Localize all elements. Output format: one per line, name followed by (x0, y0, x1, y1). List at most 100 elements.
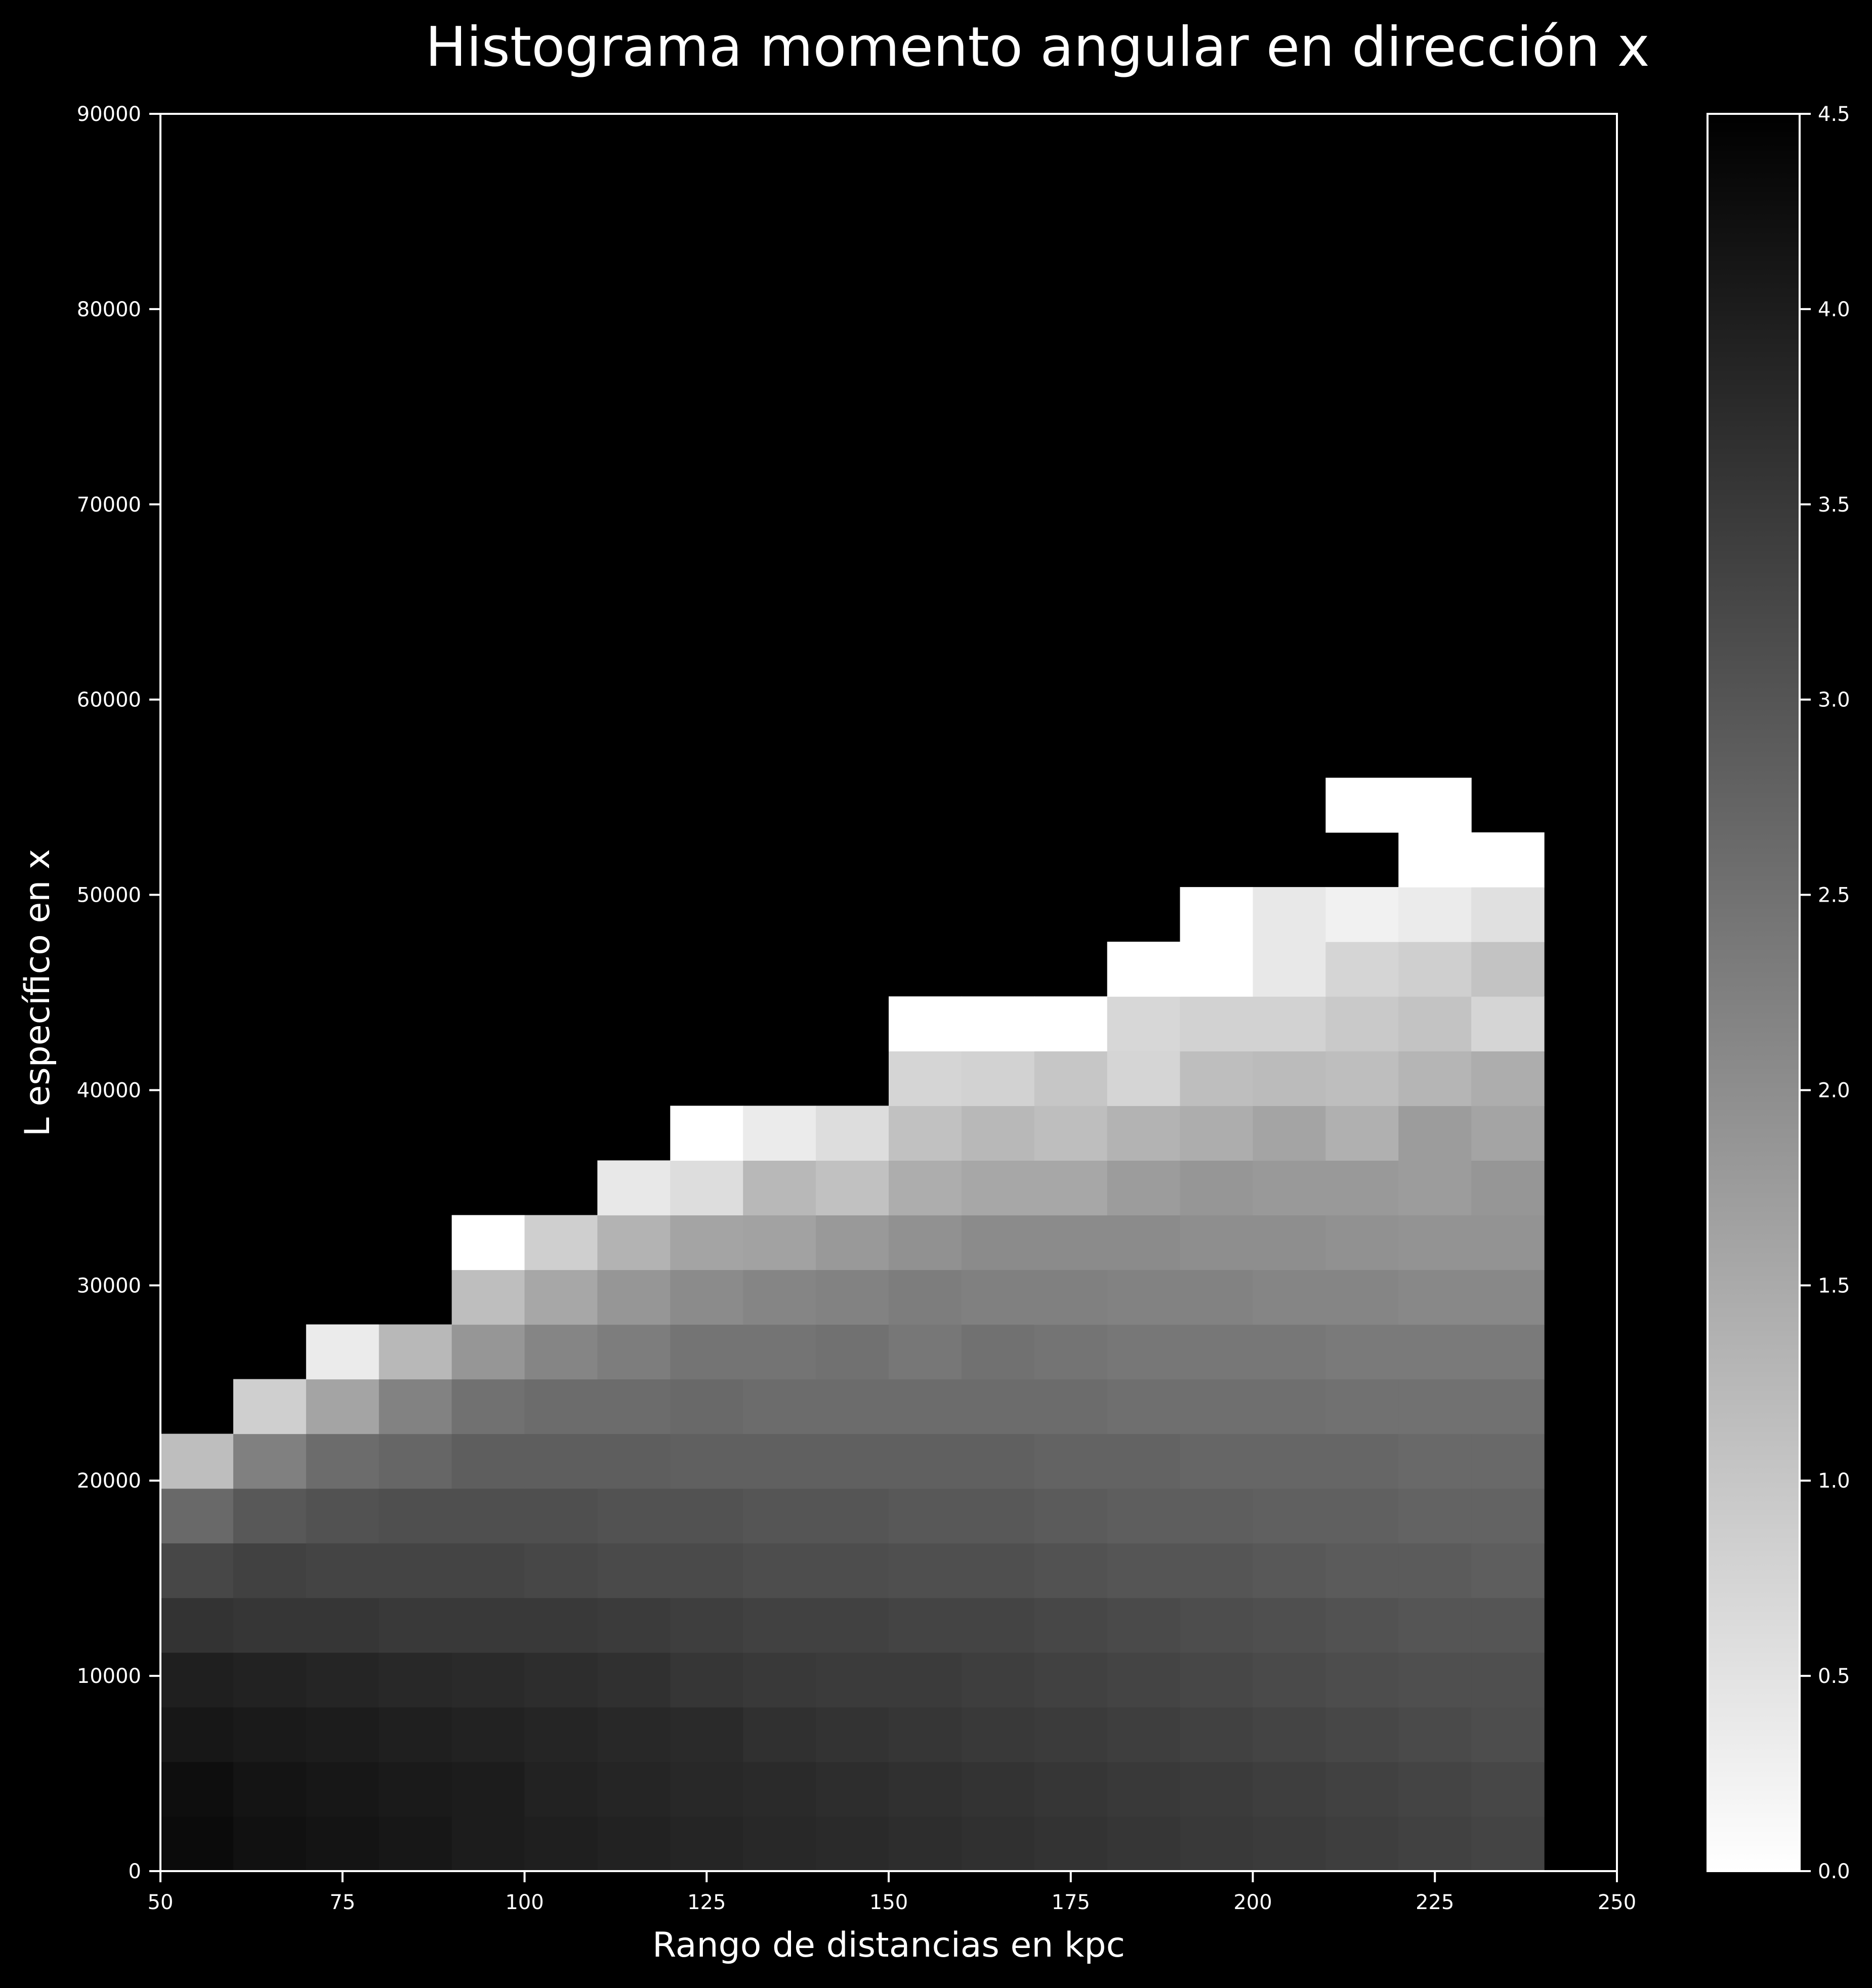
heatmap-cell (816, 1816, 889, 1872)
x-axis-ticks: 50 75 100 125 150 175 200 225 250 (148, 1871, 1636, 1914)
heatmap-cell (816, 1488, 889, 1544)
heatmap-cell (1107, 1597, 1181, 1653)
heatmap-cell (670, 1761, 743, 1817)
heatmap-cell (1180, 1433, 1254, 1489)
y-tick-label: 70000 (77, 493, 141, 517)
heatmap-cell (597, 1488, 671, 1544)
heatmap-cell (961, 1324, 1035, 1380)
heatmap-cell (1398, 1324, 1472, 1380)
heatmap-cell (1034, 1215, 1108, 1271)
heatmap-cell (670, 1488, 743, 1544)
heatmap-cell (816, 1324, 889, 1380)
heatmap-cell (889, 1215, 962, 1271)
y-tick-label: 0 (129, 1860, 141, 1883)
heatmap-cell (1325, 1324, 1399, 1380)
heatmap-cell (1107, 1324, 1181, 1380)
heatmap-cell (1034, 1816, 1108, 1872)
heatmap-cell (1325, 1597, 1399, 1653)
y-tick-label: 60000 (77, 689, 141, 712)
heatmap-cell (889, 1433, 962, 1489)
heatmap-cell (1471, 1543, 1545, 1598)
heatmap-cell (451, 1488, 525, 1544)
heatmap-cell (306, 1761, 380, 1817)
y-tick-label: 20000 (77, 1469, 141, 1493)
heatmap-cell (1253, 1597, 1326, 1653)
heatmap-cell (524, 1543, 598, 1598)
heatmap-cell (961, 1051, 1035, 1106)
heatmap-cell (1253, 1324, 1326, 1380)
heatmap-cell (1253, 1707, 1326, 1762)
colorbar-frame (1707, 113, 1801, 1872)
heatmap-cell (1398, 1597, 1472, 1653)
heatmap-cell (306, 1543, 380, 1598)
heatmap-cell (1107, 1215, 1181, 1271)
heatmap-cell (1034, 996, 1108, 1051)
heatmap-cell (1398, 996, 1472, 1051)
heatmap-cell (379, 1597, 452, 1653)
heatmap-cell (889, 1652, 962, 1708)
heatmap-cell (379, 1543, 452, 1598)
heatmap-cell (670, 1160, 743, 1216)
heatmap-cell (597, 1597, 671, 1653)
heatmap-cell (597, 1433, 671, 1489)
heatmap-cell (1325, 996, 1399, 1051)
heatmap-cell (1180, 1379, 1254, 1434)
heatmap-cell (160, 1433, 234, 1489)
heatmap-cell (597, 1215, 671, 1271)
heatmap-cell (1180, 1270, 1254, 1325)
heatmap-cell (743, 1707, 816, 1762)
heatmap-cell (1398, 832, 1472, 887)
heatmap-cell (1325, 1488, 1399, 1544)
heatmap-cell (1107, 1761, 1181, 1817)
heatmap-cell (1471, 1215, 1545, 1271)
heatmap-cell (233, 1652, 307, 1708)
heatmap-cell (1034, 1324, 1108, 1380)
heatmap-cell (160, 1652, 234, 1708)
heatmap-cell (524, 1816, 598, 1872)
y-axis-ticks: 0 10000 20000 30000 40000 50000 60000 70000 8000… (77, 103, 160, 1883)
heatmap-cell (670, 1543, 743, 1598)
heatmap-cell (961, 1379, 1035, 1434)
heatmap-cell (961, 1433, 1035, 1489)
heatmap-cell (1034, 1433, 1108, 1489)
heatmap-cell (961, 1215, 1035, 1271)
heatmap-cell (961, 1597, 1035, 1653)
y-tick-label: 90000 (77, 103, 141, 126)
heatmap-cell (889, 996, 962, 1051)
heatmap-cell (1107, 1160, 1181, 1216)
heatmap-cell (306, 1707, 380, 1762)
heatmap-cell (889, 1051, 962, 1106)
heatmap-cell (1398, 1543, 1472, 1598)
heatmap-cell (1034, 1761, 1108, 1817)
colorbar-gradient (1708, 114, 1800, 1871)
heatmap-cell (524, 1761, 598, 1817)
heatmap-cell (379, 1652, 452, 1708)
heatmap-cell (524, 1707, 598, 1762)
heatmap-cell (1471, 1707, 1545, 1762)
heatmap-cell (379, 1433, 452, 1489)
heatmap-cell (160, 1488, 234, 1544)
x-tick-label: 50 (148, 1891, 174, 1914)
heatmap-cell (1034, 1488, 1108, 1544)
heatmap-cell (961, 1761, 1035, 1817)
heatmap-cell (524, 1215, 598, 1271)
heatmap-cell (1471, 1761, 1545, 1817)
x-tick-label: 150 (869, 1891, 908, 1914)
heatmap-cell (1398, 1761, 1472, 1817)
heatmap-cell (1180, 996, 1254, 1051)
heatmap-cell (816, 1433, 889, 1489)
heatmap-cell (306, 1597, 380, 1653)
heatmap-cell (743, 1379, 816, 1434)
heatmap-cell (961, 1543, 1035, 1598)
x-tick-label: 75 (329, 1891, 355, 1914)
heatmap-cell (743, 1270, 816, 1325)
heatmap-cell (670, 1215, 743, 1271)
heatmap-cell (1398, 1270, 1472, 1325)
heatmap-cell (451, 1379, 525, 1434)
heatmap-cell (1325, 1543, 1399, 1598)
heatmap-cell (670, 1816, 743, 1872)
heatmap-cell (816, 1707, 889, 1762)
colorbar-tick-label: 3.0 (1818, 689, 1850, 712)
heatmap-cell (1398, 1106, 1472, 1161)
heatmap-cell (1253, 1433, 1326, 1489)
